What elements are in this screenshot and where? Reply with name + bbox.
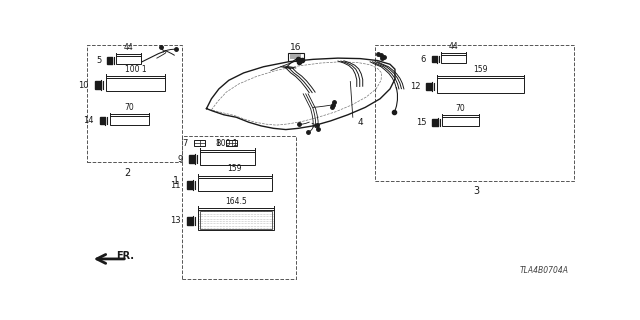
Text: 16: 16: [290, 43, 301, 52]
Bar: [200, 211, 273, 228]
Bar: [227, 140, 237, 146]
Bar: [375, 44, 573, 181]
Text: FR.: FR.: [116, 251, 134, 261]
Bar: [95, 81, 101, 89]
Text: 15: 15: [416, 118, 426, 127]
Bar: [198, 210, 275, 230]
Bar: [116, 56, 141, 64]
Bar: [194, 140, 205, 146]
Text: 70: 70: [125, 103, 134, 112]
Text: 3: 3: [474, 186, 480, 196]
Text: 159: 159: [473, 65, 488, 74]
Text: 4: 4: [357, 118, 363, 127]
Text: 12: 12: [410, 82, 420, 91]
Text: 7: 7: [183, 139, 188, 148]
Text: 13: 13: [170, 216, 180, 225]
Bar: [288, 53, 304, 60]
Text: 2: 2: [124, 168, 131, 178]
Text: 14: 14: [83, 116, 94, 125]
Bar: [426, 83, 432, 90]
Bar: [100, 117, 106, 124]
Text: 1: 1: [173, 176, 179, 186]
Bar: [442, 117, 479, 126]
Bar: [88, 44, 182, 162]
Bar: [291, 54, 301, 59]
Bar: [198, 178, 272, 191]
Text: TLA4B0704A: TLA4B0704A: [520, 266, 568, 275]
Bar: [189, 155, 195, 163]
Bar: [432, 119, 438, 126]
Text: 100 1: 100 1: [125, 65, 147, 74]
Text: 44: 44: [449, 42, 458, 51]
Bar: [182, 136, 296, 279]
Bar: [110, 116, 150, 125]
Text: 8: 8: [215, 139, 220, 148]
Bar: [437, 78, 524, 93]
Text: 44: 44: [124, 43, 134, 52]
Bar: [200, 152, 255, 165]
Text: 5: 5: [96, 56, 101, 65]
Text: 70: 70: [456, 104, 465, 113]
Text: 164.5: 164.5: [225, 197, 247, 206]
Bar: [187, 217, 193, 225]
Bar: [432, 56, 437, 62]
Bar: [106, 78, 165, 91]
Text: 10: 10: [79, 81, 89, 90]
Text: 9: 9: [178, 155, 183, 164]
Bar: [441, 55, 466, 63]
Bar: [108, 58, 112, 64]
Text: 100 1: 100 1: [216, 139, 238, 148]
Text: 6: 6: [421, 55, 426, 64]
Text: 11: 11: [170, 180, 180, 189]
Text: 159: 159: [227, 164, 242, 173]
Bar: [187, 181, 193, 189]
